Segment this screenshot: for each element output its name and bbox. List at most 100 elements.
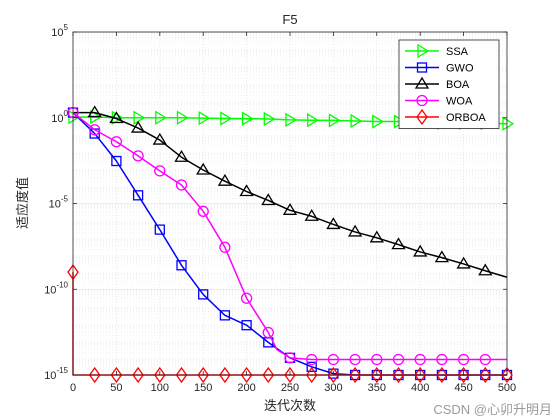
data-point-orboa: [219, 366, 231, 384]
data-point-boa: [196, 162, 211, 175]
data-point-orboa: [371, 366, 383, 384]
data-point-woa: [89, 124, 101, 136]
data-point-woa: [349, 353, 361, 366]
data-point-woa: [219, 241, 231, 253]
data-point-woa: [284, 352, 296, 364]
data-point-boa: [152, 132, 167, 145]
data-point-orboa: [88, 366, 101, 384]
legend-item-woa: WOA: [405, 94, 473, 108]
data-point-ssa: [502, 116, 515, 131]
series-boa: [73, 105, 508, 278]
data-point-orboa: [154, 366, 166, 384]
x-tick-label: 150: [194, 382, 212, 394]
x-tick-label: 50: [110, 382, 122, 394]
data-point-orboa: [305, 366, 318, 384]
data-point-orboa: [284, 366, 296, 384]
data-point-orboa: [479, 366, 492, 384]
legend-item-boa: BOA: [405, 76, 470, 91]
data-point-boa: [304, 209, 319, 221]
x-tick-label: 400: [411, 382, 429, 394]
series-woa: [67, 106, 507, 366]
legend-marker: [416, 62, 428, 73]
data-point-woa: [436, 353, 448, 366]
legend-marker: [417, 43, 430, 59]
data-point-ssa: [263, 111, 276, 127]
legend-label: ORBOA: [446, 112, 486, 124]
data-point-gwo: [198, 289, 209, 300]
y-tick-label: 10-15: [44, 366, 68, 382]
data-point-woa: [197, 205, 209, 217]
data-point-boa: [239, 184, 254, 197]
data-point-woa: [327, 353, 340, 366]
x-tick-label: 300: [324, 382, 342, 394]
series-line-woa: [72, 112, 507, 361]
data-point-orboa: [501, 366, 513, 384]
data-point-boa: [174, 149, 189, 162]
x-tick-label: 450: [454, 382, 472, 394]
data-point-boa: [130, 120, 146, 133]
data-point-boa: [413, 244, 428, 257]
data-point-ssa: [198, 110, 211, 126]
x-tick-label: 0: [70, 382, 76, 394]
data-point-boa: [261, 193, 276, 206]
data-point-boa: [478, 263, 493, 276]
data-point-gwo: [111, 155, 122, 167]
data-point-woa: [457, 353, 470, 366]
y-tick-label: 105: [51, 23, 68, 39]
data-point-orboa: [132, 366, 144, 384]
legend-label: SSA: [446, 46, 469, 58]
x-tick-label: 250: [281, 382, 299, 394]
legend-label: WOA: [446, 96, 473, 108]
data-point-orboa: [436, 366, 448, 384]
data-point-woa: [306, 353, 318, 366]
data-point-boa: [87, 105, 102, 118]
data-point-ssa: [350, 113, 363, 129]
data-point-boa: [282, 203, 298, 215]
data-point-orboa: [197, 366, 209, 384]
data-point-gwo: [219, 310, 231, 321]
y-axis-ticks: 10-15 10-10 10-5 100 105: [44, 23, 507, 382]
data-point-woa: [371, 353, 383, 366]
data-point-gwo: [241, 320, 252, 331]
data-point-gwo: [176, 260, 187, 271]
data-point-boa: [434, 250, 450, 263]
x-tick-label: 100: [151, 382, 169, 394]
data-point-orboa: [414, 366, 426, 384]
data-point-woa: [175, 179, 188, 191]
data-point-orboa: [327, 366, 340, 384]
data-point-boa: [347, 224, 363, 237]
watermark-text: CSDN @心卯升明月: [433, 402, 552, 417]
data-point-boa: [391, 237, 406, 250]
data-point-ssa: [328, 113, 341, 128]
legend-item-ssa: SSA: [405, 43, 469, 59]
data-point-woa: [110, 136, 123, 148]
y-tick-label: 10-10: [44, 280, 68, 296]
data-point-ssa: [133, 110, 146, 125]
legend-item-gwo: GWO: [405, 62, 474, 75]
legend-label: GWO: [446, 63, 474, 75]
data-point-boa: [369, 230, 384, 243]
data-point-boa: [217, 173, 233, 186]
data-point-woa: [262, 326, 274, 339]
data-point-ssa: [155, 110, 168, 125]
legend-label: BOA: [446, 79, 470, 91]
chart-title: F5: [282, 12, 297, 27]
x-tick-label: 200: [237, 382, 255, 394]
data-point-ssa: [307, 113, 319, 128]
data-point-woa: [479, 353, 491, 366]
data-point-orboa: [349, 366, 361, 384]
x-axis-label: 迭代次数: [264, 398, 316, 414]
data-point-orboa: [175, 366, 188, 384]
data-point-orboa: [457, 366, 470, 384]
y-axis-label: 适应度值: [15, 177, 31, 229]
data-point-boa: [109, 111, 124, 124]
data-point-ssa: [220, 111, 233, 126]
data-point-orboa: [262, 366, 275, 384]
data-point-woa: [132, 150, 144, 162]
data-point-ssa: [176, 110, 189, 125]
y-tick-label: 100: [51, 109, 68, 125]
data-point-woa: [414, 353, 426, 366]
data-point-gwo: [306, 361, 317, 372]
data-point-ssa: [372, 114, 385, 129]
